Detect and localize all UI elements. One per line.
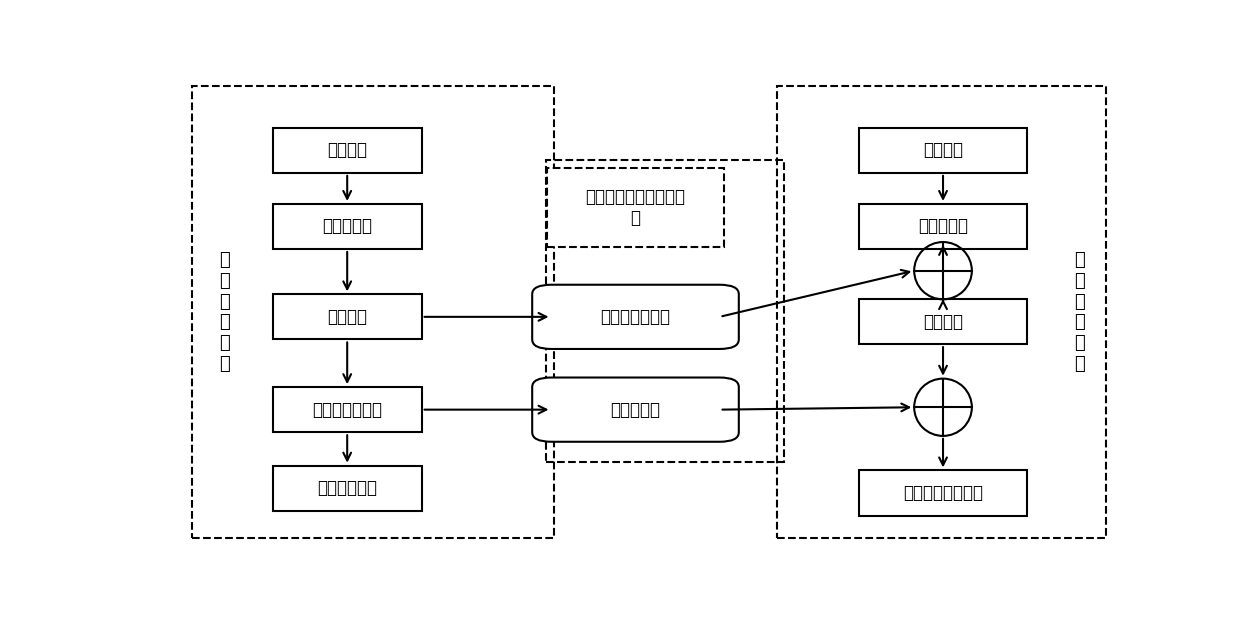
Text: 训练疾病分类器: 训练疾病分类器 (312, 400, 382, 418)
Text: 疾病分类器: 疾病分类器 (610, 400, 661, 418)
Text: 图像采集: 图像采集 (327, 142, 367, 159)
Text: 图像采集: 图像采集 (923, 142, 963, 159)
FancyBboxPatch shape (547, 168, 724, 247)
Text: 图像预处理: 图像预处理 (918, 218, 968, 235)
FancyBboxPatch shape (273, 387, 422, 432)
FancyBboxPatch shape (273, 204, 422, 249)
Text: 模
型
应
用
过
程: 模 型 应 用 过 程 (1074, 251, 1085, 373)
Text: 图像预处理: 图像预处理 (322, 218, 372, 235)
Text: 特征提取分类器: 特征提取分类器 (600, 308, 671, 326)
FancyBboxPatch shape (273, 465, 422, 510)
FancyBboxPatch shape (273, 128, 422, 173)
FancyBboxPatch shape (859, 299, 1027, 344)
Text: 图像特征: 图像特征 (923, 313, 963, 331)
FancyBboxPatch shape (859, 470, 1027, 515)
Text: 模
型
训
练
过
程: 模 型 训 练 过 程 (218, 251, 229, 373)
FancyBboxPatch shape (859, 204, 1027, 249)
FancyBboxPatch shape (273, 294, 422, 339)
Text: 分类器参数保存到服务
器: 分类器参数保存到服务 器 (585, 188, 686, 227)
FancyBboxPatch shape (532, 285, 739, 349)
FancyBboxPatch shape (859, 128, 1027, 173)
Text: 特征提取: 特征提取 (327, 308, 367, 326)
Text: 图像分析结果展示: 图像分析结果展示 (903, 484, 983, 502)
FancyBboxPatch shape (532, 378, 739, 442)
Text: 训练结果评估: 训练结果评估 (317, 479, 377, 497)
